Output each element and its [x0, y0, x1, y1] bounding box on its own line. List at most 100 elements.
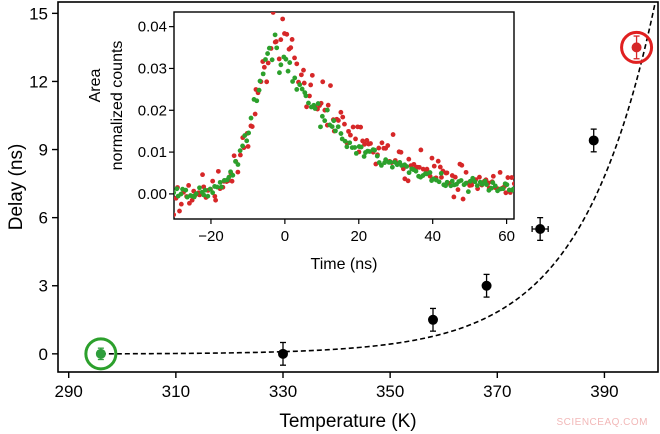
highlight-ring	[84, 337, 118, 371]
y-axis-title: Delay (ns)	[6, 144, 27, 231]
inset-red-point	[511, 181, 514, 187]
inset-red-point	[364, 138, 370, 143]
inset-green-point	[335, 124, 341, 130]
inset-red-point	[249, 124, 255, 129]
inset-green-point	[484, 182, 489, 187]
inset-red-point	[280, 16, 286, 22]
inset-y-tick-label: 0.02	[138, 102, 167, 119]
inset-red-point	[505, 175, 511, 180]
inset-green-point	[333, 128, 338, 134]
inset-green-point	[294, 87, 300, 92]
inset-red-point	[235, 169, 241, 175]
inset-green-point	[246, 130, 252, 136]
inset-green-point	[436, 179, 442, 185]
inset-red-point	[245, 144, 251, 149]
x-tick-label: 390	[590, 382, 618, 401]
inset-red-point	[264, 79, 270, 85]
inset-red-point	[200, 172, 205, 178]
inset-red-point	[338, 109, 344, 115]
inset-red-point	[336, 118, 341, 123]
inset-red-point	[460, 196, 466, 202]
inset-x-tick-label: −20	[198, 228, 223, 245]
inset-green-point	[500, 186, 506, 192]
inset-red-point	[284, 31, 290, 37]
inset-green-point	[248, 115, 254, 121]
x-tick-label: 290	[55, 382, 83, 401]
inset-red-point	[320, 79, 326, 85]
inset-red-point	[215, 168, 221, 174]
y-tick-label: 9	[39, 141, 48, 160]
data-point	[278, 348, 288, 359]
inset-green-point	[287, 60, 293, 65]
inset-green-point	[406, 170, 412, 176]
data-point	[481, 280, 492, 291]
inset-red-point	[298, 72, 304, 78]
inset-green-point	[504, 182, 510, 188]
inset-red-point	[229, 178, 235, 184]
inset-x-tick-label: 20	[350, 228, 367, 245]
inset-green-point	[214, 184, 220, 190]
inset-green-point	[183, 187, 189, 193]
inset-green-point	[235, 162, 241, 167]
inset-red-point	[427, 173, 433, 179]
inset-y-tick-label: 0.00	[138, 186, 167, 203]
inset-red-point	[385, 143, 391, 148]
inset-y-axis-subtitle: normalized counts	[109, 41, 126, 171]
inset-x-axis-title: Time (ns)	[311, 256, 378, 273]
inset-green-point	[237, 148, 243, 154]
inset-green-point	[438, 170, 444, 176]
inset-red-point	[294, 61, 300, 67]
inset-red-point	[350, 124, 356, 130]
inset-red-point	[379, 140, 385, 146]
inset-green-point	[372, 147, 377, 153]
inset-green-point	[257, 78, 263, 84]
inset-green-point	[465, 189, 471, 195]
inset-green-point	[352, 145, 358, 150]
inset-red-point	[416, 164, 422, 170]
inset-red-point	[429, 155, 435, 161]
inset-green-point	[367, 149, 372, 154]
data-point	[535, 223, 546, 234]
y-tick-label: 3	[39, 277, 48, 296]
inset-red-point	[325, 102, 331, 108]
inset-green-point	[205, 193, 211, 199]
inset-red-point	[213, 197, 219, 203]
inset-red-point	[477, 174, 482, 180]
inset-red-point	[435, 158, 441, 164]
inset-red-point	[309, 72, 315, 78]
inset-green-point	[490, 180, 496, 185]
inset-green-point	[315, 101, 321, 106]
inset-green-point	[306, 100, 311, 106]
x-tick-label: 370	[483, 382, 511, 401]
inset-green-point	[374, 153, 380, 159]
inset-red-point	[439, 174, 444, 180]
inset-red-point	[405, 178, 411, 184]
inset-green-point	[492, 183, 498, 189]
inset-red-point	[459, 162, 465, 168]
inset-green-point	[312, 106, 318, 111]
inset-x-tick-label: 0	[281, 228, 289, 245]
inset-red-point	[424, 166, 430, 172]
inset-red-point	[278, 37, 284, 43]
inset-red-point	[210, 178, 216, 184]
inset-green-point	[353, 150, 359, 156]
highlight-ring	[620, 30, 654, 64]
inset-green-point	[331, 118, 337, 124]
inset-green-point	[193, 191, 199, 197]
inset-red-point	[340, 114, 346, 120]
inset-green-point	[489, 185, 494, 191]
inset-green-point	[210, 190, 216, 196]
inset-green-point	[319, 113, 325, 119]
inset-red-point	[301, 67, 306, 73]
inset-green-point	[260, 71, 266, 77]
inset-red-point	[177, 208, 182, 214]
inset-red-point	[307, 93, 312, 99]
inset-green-point	[472, 179, 478, 185]
inset-green-point	[299, 86, 305, 92]
inset-green-point	[361, 154, 367, 159]
inset-red-point	[270, 12, 276, 15]
inset-green-point	[383, 157, 389, 163]
inset-green-point	[230, 172, 236, 178]
main-plot: 290 310 330 350 370 390 0 3 6 9 12 15 Temperature (K…	[6, 1, 659, 432]
inset-green-point	[272, 32, 278, 38]
